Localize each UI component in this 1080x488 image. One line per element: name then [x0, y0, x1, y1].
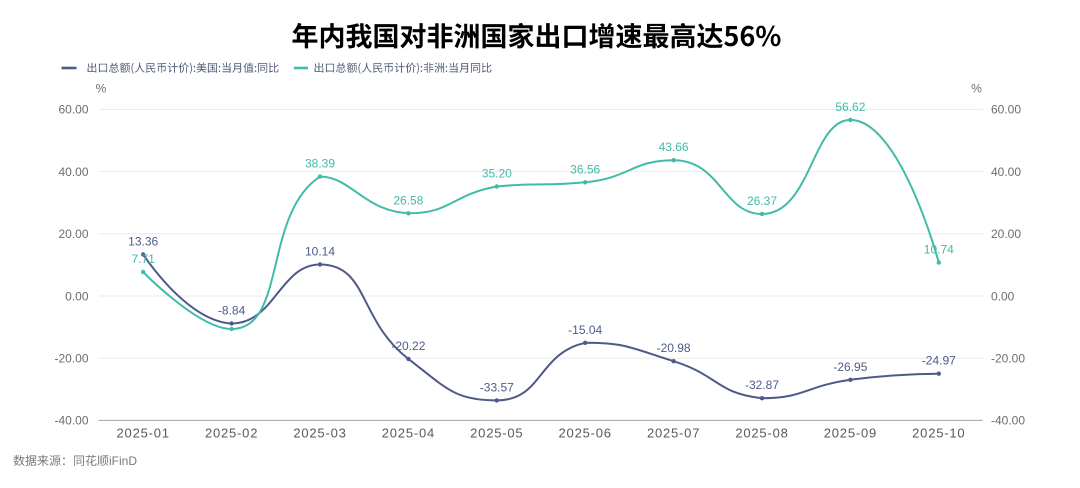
svg-text:2025-03: 2025-03	[293, 426, 346, 441]
svg-text:-24.97: -24.97	[922, 354, 956, 368]
svg-text:40.00: 40.00	[58, 165, 88, 179]
svg-text:60.00: 60.00	[58, 103, 88, 117]
svg-text:2025-07: 2025-07	[647, 426, 700, 441]
svg-text:0.00: 0.00	[991, 289, 1015, 303]
svg-text:2025-06: 2025-06	[559, 426, 612, 441]
svg-text:-20.98: -20.98	[657, 341, 691, 355]
svg-text:2025-08: 2025-08	[735, 426, 788, 441]
svg-text:10.14: 10.14	[305, 245, 335, 259]
svg-text:-20.00: -20.00	[54, 352, 88, 366]
svg-text:2025-01: 2025-01	[117, 426, 170, 441]
svg-text:-33.57: -33.57	[480, 380, 514, 394]
svg-text:-32.87: -32.87	[745, 378, 779, 392]
svg-text:-20.22: -20.22	[391, 339, 425, 353]
svg-text:2025-02: 2025-02	[205, 426, 258, 441]
svg-text:%: %	[96, 82, 107, 96]
svg-text:20.00: 20.00	[58, 227, 88, 241]
svg-text:20.00: 20.00	[991, 227, 1021, 241]
svg-text:13.36: 13.36	[128, 235, 158, 249]
svg-text:-20.00: -20.00	[991, 352, 1025, 366]
svg-text:26.58: 26.58	[393, 193, 423, 207]
svg-text:-8.84: -8.84	[218, 304, 246, 318]
svg-text:60.00: 60.00	[991, 103, 1021, 117]
svg-text:iFinD: iFinD	[109, 454, 137, 468]
svg-text:2025-04: 2025-04	[382, 426, 435, 441]
svg-text:10.74: 10.74	[924, 243, 954, 257]
svg-text:2025-10: 2025-10	[912, 426, 965, 441]
svg-text:36.56: 36.56	[570, 162, 600, 176]
svg-text:-40.00: -40.00	[991, 414, 1025, 428]
svg-text:40.00: 40.00	[991, 165, 1021, 179]
svg-text:2025-05: 2025-05	[470, 426, 523, 441]
svg-text:43.66: 43.66	[659, 140, 689, 154]
svg-text:-40.00: -40.00	[54, 414, 88, 428]
svg-text:-15.04: -15.04	[568, 323, 602, 337]
svg-text:0.00: 0.00	[65, 289, 89, 303]
svg-text:35.20: 35.20	[482, 167, 512, 181]
svg-text:38.39: 38.39	[305, 157, 335, 171]
svg-text:-26.95: -26.95	[833, 360, 867, 374]
svg-text:56.62: 56.62	[835, 100, 865, 114]
svg-text:26.37: 26.37	[747, 194, 777, 208]
svg-text:%: %	[971, 82, 982, 96]
svg-text:2025-09: 2025-09	[824, 426, 877, 441]
svg-text:7.71: 7.71	[132, 252, 156, 266]
